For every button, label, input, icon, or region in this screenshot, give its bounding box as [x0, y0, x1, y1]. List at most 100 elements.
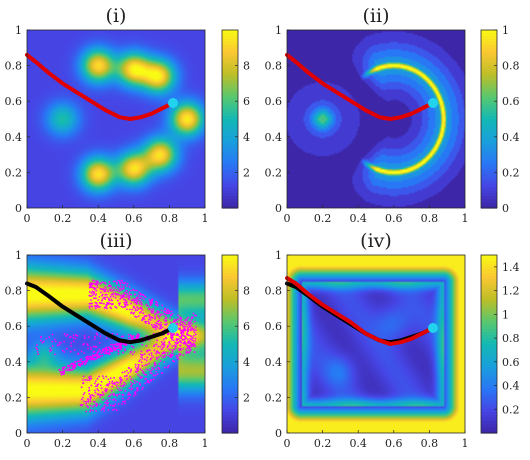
scatter-point: [63, 351, 66, 353]
scatter-point: [130, 345, 133, 348]
scatter-point: [139, 377, 142, 379]
scatter-point: [83, 360, 86, 363]
scatter-point: [139, 353, 142, 356]
scatter-point: [160, 348, 163, 351]
scatter-point: [66, 347, 68, 350]
scatter-point: [167, 364, 170, 367]
colorbar-swatch: [481, 361, 497, 366]
scatter-point: [146, 363, 148, 366]
scatter-point: [143, 353, 146, 355]
scatter-point: [121, 281, 124, 284]
colorbar-frame: [480, 254, 498, 434]
scatter-point: [156, 373, 159, 376]
scatter-point: [122, 285, 125, 288]
colorbar-swatch: [481, 83, 497, 87]
scatter-point: [109, 404, 112, 407]
scatter-point: [85, 361, 87, 364]
scatter-point: [72, 365, 75, 367]
scatter-point: [163, 351, 166, 353]
scatter-point: [93, 357, 96, 360]
scatter-point: [149, 358, 152, 361]
scatter-point: [138, 312, 141, 314]
scatter-point: [121, 397, 124, 400]
scatter-point: [144, 364, 147, 367]
colorbar-swatch: [222, 121, 238, 126]
scatter-point: [105, 348, 108, 351]
colorbar-swatch: [481, 379, 497, 384]
scatter-point: [142, 386, 144, 389]
colorbar-swatch: [222, 263, 238, 268]
scatter-point: [179, 337, 182, 339]
scatter-point: [140, 350, 143, 353]
scatter-point: [104, 347, 107, 350]
scatter-point: [105, 352, 108, 355]
scatter-point: [108, 283, 111, 286]
colorbar-swatch: [481, 314, 497, 318]
scatter-point: [96, 286, 99, 289]
colorbar-swatch: [481, 323, 497, 327]
scatter-point: [95, 302, 98, 305]
scatter-point: [156, 320, 159, 323]
scatter-point: [101, 354, 104, 357]
colorbar-swatch: [481, 284, 497, 289]
colorbar-swatch: [222, 314, 238, 318]
scatter-point: [99, 282, 102, 285]
scatter-point: [184, 335, 187, 338]
colorbar-swatch: [481, 352, 497, 357]
scatter-point: [63, 340, 66, 343]
scatter-point: [91, 302, 94, 305]
scatter-point: [179, 320, 182, 322]
scatter-point: [94, 307, 97, 310]
scatter-point: [84, 402, 87, 405]
scatter-point: [176, 314, 179, 317]
scatter-point: [134, 307, 137, 310]
scatter-point: [95, 289, 98, 292]
scatter-point: [124, 300, 127, 302]
scatter-point: [179, 347, 182, 350]
colorbar-swatch: [481, 56, 497, 61]
scatter-point: [123, 400, 126, 403]
colorbar-swatch: [481, 172, 497, 176]
colorbar-swatch: [481, 255, 497, 259]
scatter-point: [70, 342, 72, 344]
scatter-point: [166, 333, 169, 336]
scatter-point: [129, 308, 131, 311]
colorbar-swatch: [481, 293, 497, 298]
colorbar-swatch: [222, 175, 238, 179]
scatter-point: [107, 290, 110, 293]
scatter-point: [98, 305, 101, 308]
x-tick-label: 0.4: [89, 437, 107, 450]
x-tick-label: 1: [462, 437, 469, 450]
scatter-point: [133, 351, 136, 353]
scatter-point: [132, 305, 135, 308]
scatter-point: [103, 288, 105, 291]
scatter-point: [67, 365, 70, 368]
scatter-point: [124, 344, 127, 347]
scatter-point: [139, 375, 141, 378]
scatter-point: [90, 292, 93, 295]
scatter-point: [156, 358, 158, 360]
scatter-point: [94, 385, 97, 388]
x-tick-label: 0: [284, 212, 291, 225]
scatter-point: [194, 333, 197, 336]
scatter-point: [134, 365, 137, 368]
scatter-point: [89, 282, 91, 285]
colorbar-tick-label: 4: [243, 356, 250, 369]
scatter-point: [100, 352, 103, 355]
colorbar-swatch: [222, 418, 238, 422]
scatter-point: [87, 336, 90, 338]
x-tick-label: 0.2: [54, 437, 72, 450]
scatter-point: [94, 391, 97, 394]
scatter-point: [68, 369, 70, 372]
colorbar-swatch: [222, 145, 238, 150]
scatter-point: [164, 307, 167, 310]
colorbar-swatch: [481, 47, 497, 52]
scatter-point: [188, 342, 191, 344]
scatter-point: [86, 405, 89, 408]
scatter-point: [95, 353, 98, 356]
scatter-point: [139, 298, 142, 301]
scatter-point: [145, 315, 148, 317]
colorbar-swatch: [222, 427, 238, 431]
colorbar-tick-label: 8: [243, 285, 250, 298]
